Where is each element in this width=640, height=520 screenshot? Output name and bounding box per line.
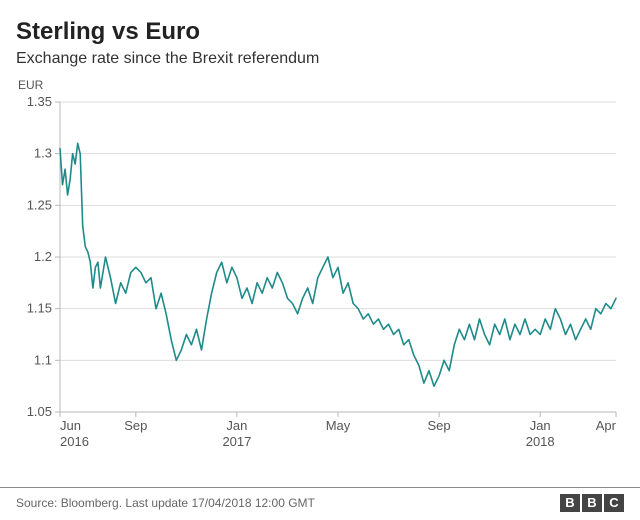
svg-text:Jan: Jan	[530, 418, 551, 433]
svg-text:2018: 2018	[526, 434, 555, 449]
svg-text:1.2: 1.2	[34, 249, 52, 264]
bbc-logo-letter: B	[560, 494, 580, 512]
svg-text:Jan: Jan	[226, 418, 247, 433]
svg-text:2016: 2016	[60, 434, 89, 449]
chart-area: 1.051.11.151.21.251.31.35Jun2016SepJan20…	[16, 94, 624, 464]
chart-subtitle: Exchange rate since the Brexit referendu…	[16, 50, 624, 68]
svg-text:1.35: 1.35	[27, 94, 52, 109]
svg-text:Sep: Sep	[428, 418, 451, 433]
svg-text:1.3: 1.3	[34, 146, 52, 161]
svg-text:1.05: 1.05	[27, 404, 52, 419]
svg-text:May: May	[326, 418, 351, 433]
bbc-logo-letter: C	[604, 494, 624, 512]
bbc-logo-letter: B	[582, 494, 602, 512]
svg-text:1.25: 1.25	[27, 197, 52, 212]
bbc-logo: B B C	[560, 494, 624, 512]
svg-text:Apr: Apr	[596, 418, 617, 433]
svg-text:1.1: 1.1	[34, 352, 52, 367]
svg-text:Jun: Jun	[60, 418, 81, 433]
source-text: Source: Bloomberg. Last update 17/04/201…	[16, 496, 315, 510]
svg-text:2017: 2017	[222, 434, 251, 449]
chart-footer: Source: Bloomberg. Last update 17/04/201…	[0, 487, 640, 520]
line-chart: 1.051.11.151.21.251.31.35Jun2016SepJan20…	[16, 94, 624, 464]
chart-title: Sterling vs Euro	[16, 18, 624, 46]
svg-text:1.15: 1.15	[27, 301, 52, 316]
svg-text:Sep: Sep	[124, 418, 147, 433]
y-axis-unit: EUR	[18, 78, 624, 92]
